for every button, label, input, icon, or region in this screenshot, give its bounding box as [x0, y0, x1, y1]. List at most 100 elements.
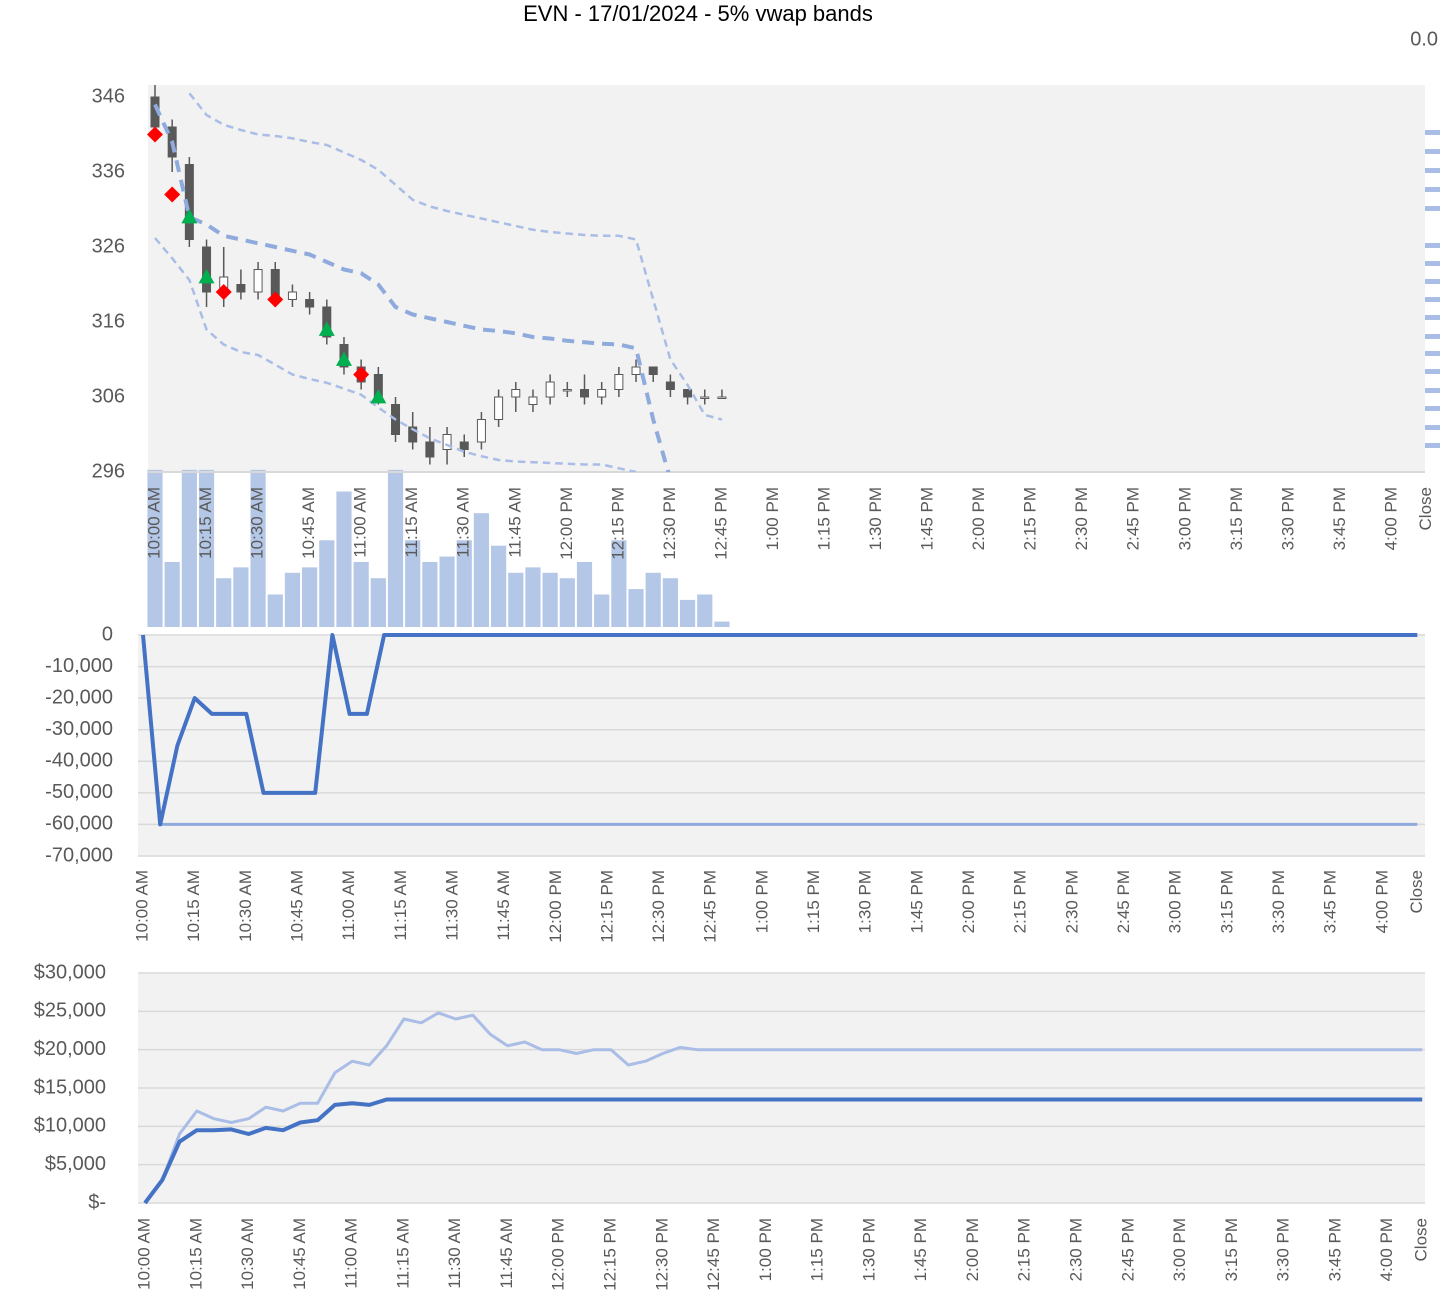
volume-bar	[267, 594, 283, 627]
x-tick-label: 12:00 PM	[546, 870, 565, 943]
x-tick-label: 12:45 PM	[704, 1218, 723, 1291]
series-line	[154, 237, 637, 472]
x-tick-label: 3:45 PM	[1325, 1218, 1344, 1281]
y-tick-label: 0	[102, 623, 113, 645]
x-tick-label: 12:15 PM	[597, 870, 616, 943]
series-line	[143, 1097, 1423, 1205]
x-tick-label: 1:00 PM	[763, 487, 782, 550]
legend-fragment	[1422, 130, 1440, 448]
x-tick-label: 10:45 AM	[299, 487, 318, 559]
candle-body	[287, 291, 297, 300]
x-tick-label: 10:30 AM	[236, 870, 255, 942]
volume-bar	[439, 556, 455, 627]
x-tick-label: 12:30 PM	[652, 1218, 671, 1291]
candle-body	[717, 396, 727, 399]
x-tick-label: 2:15 PM	[1021, 487, 1040, 550]
x-tick-label: 3:30 PM	[1269, 870, 1288, 933]
y-tick-label: $30,000	[34, 961, 106, 983]
volume-bar	[181, 469, 197, 627]
volume-bar	[714, 621, 730, 627]
x-tick-label: 11:45 AM	[494, 870, 513, 941]
volume-bar	[336, 491, 352, 627]
candle-body	[700, 396, 710, 399]
x-tick-label: 1:00 PM	[756, 1218, 775, 1281]
x-tick-label: 2:30 PM	[1067, 1218, 1086, 1281]
series-line	[188, 92, 723, 421]
x-tick-label: 1:45 PM	[911, 1218, 930, 1281]
volume-bar	[628, 589, 644, 627]
candle-body	[494, 396, 504, 420]
volume-bar	[353, 561, 369, 627]
y-tick-label: 336	[92, 160, 125, 182]
candle-body	[476, 419, 486, 443]
x-tick-label: 10:30 AM	[248, 487, 267, 559]
volume-bar	[387, 469, 404, 627]
candle-body	[528, 396, 538, 405]
y-tick-label: $20,000	[34, 1038, 106, 1060]
candle-body	[236, 284, 246, 293]
volume-bar	[473, 513, 490, 627]
x-tick-label: 2:30 PM	[1072, 487, 1091, 550]
x-tick-label: 12:00 PM	[549, 1218, 568, 1291]
volume-bar	[491, 545, 507, 627]
x-tick-label: 4:00 PM	[1381, 487, 1400, 550]
candle-body	[408, 426, 418, 443]
x-tick-label: 10:45 AM	[287, 870, 306, 942]
x-tick-label: 2:00 PM	[969, 487, 988, 550]
candle-body	[545, 381, 555, 398]
marker	[198, 269, 215, 284]
y-tick-label: -30,000	[45, 718, 113, 740]
x-tick-label: 1:45 PM	[918, 487, 937, 550]
x-tick-label: 1:30 PM	[859, 1218, 878, 1281]
volume-bar	[405, 540, 421, 627]
x-tick-label: 3:30 PM	[1274, 1218, 1293, 1281]
volume-bar	[198, 469, 215, 627]
volume-bar	[250, 469, 266, 627]
candle-body	[597, 389, 607, 398]
y-tick-label: -60,000	[45, 813, 113, 835]
x-tick-label: 2:00 PM	[963, 1218, 982, 1281]
annotation: 0.0	[1410, 28, 1438, 50]
y-tick-label: $5,000	[45, 1153, 106, 1175]
x-tick-label: 1:00 PM	[752, 870, 771, 933]
x-tick-label: 10:00 AM	[132, 870, 151, 942]
x-tick-label: 1:15 PM	[808, 1218, 827, 1281]
y-tick-label: 316	[92, 310, 125, 332]
x-tick-label: 2:15 PM	[1015, 1218, 1034, 1281]
x-tick-label: 1:15 PM	[815, 487, 834, 550]
series-line	[153, 103, 671, 472]
y-tick-label: -50,000	[45, 781, 113, 803]
x-tick-label: 11:30 AM	[442, 870, 461, 941]
x-tick-label: 11:15 AM	[391, 870, 410, 941]
y-tick-label: $15,000	[34, 1076, 106, 1098]
volume-bar	[576, 561, 593, 627]
candle-body	[459, 441, 469, 450]
marker	[147, 126, 163, 143]
volume-bar	[662, 578, 678, 627]
candle-body	[648, 366, 658, 375]
volume-bar	[422, 561, 438, 627]
x-tick-label: 12:00 PM	[557, 487, 576, 560]
x-tick-label: 2:30 PM	[1062, 870, 1081, 933]
series-line	[141, 634, 1418, 826]
candle-body	[631, 366, 641, 375]
volume-bar	[319, 540, 335, 627]
candle-body	[614, 374, 624, 390]
x-tick-label: Close	[1416, 487, 1435, 530]
y-tick-label: $-	[88, 1191, 106, 1213]
volume-bar	[233, 567, 249, 627]
x-tick-label: 4:00 PM	[1377, 1218, 1396, 1281]
volume-bar	[164, 561, 180, 627]
x-tick-label: 10:15 AM	[184, 870, 203, 942]
y-tick-label: 296	[92, 460, 125, 482]
series-line	[141, 633, 1418, 827]
x-tick-label: 11:30 AM	[445, 1218, 464, 1289]
x-tick-label: Close	[1407, 870, 1426, 913]
marker	[370, 389, 387, 404]
volume-layer	[147, 469, 730, 627]
x-tick-label: 3:15 PM	[1227, 487, 1246, 550]
marker	[335, 351, 352, 366]
series-layer	[141, 633, 1418, 827]
x-tick-label: 11:15 AM	[393, 1218, 412, 1289]
volume-bar	[284, 572, 301, 627]
